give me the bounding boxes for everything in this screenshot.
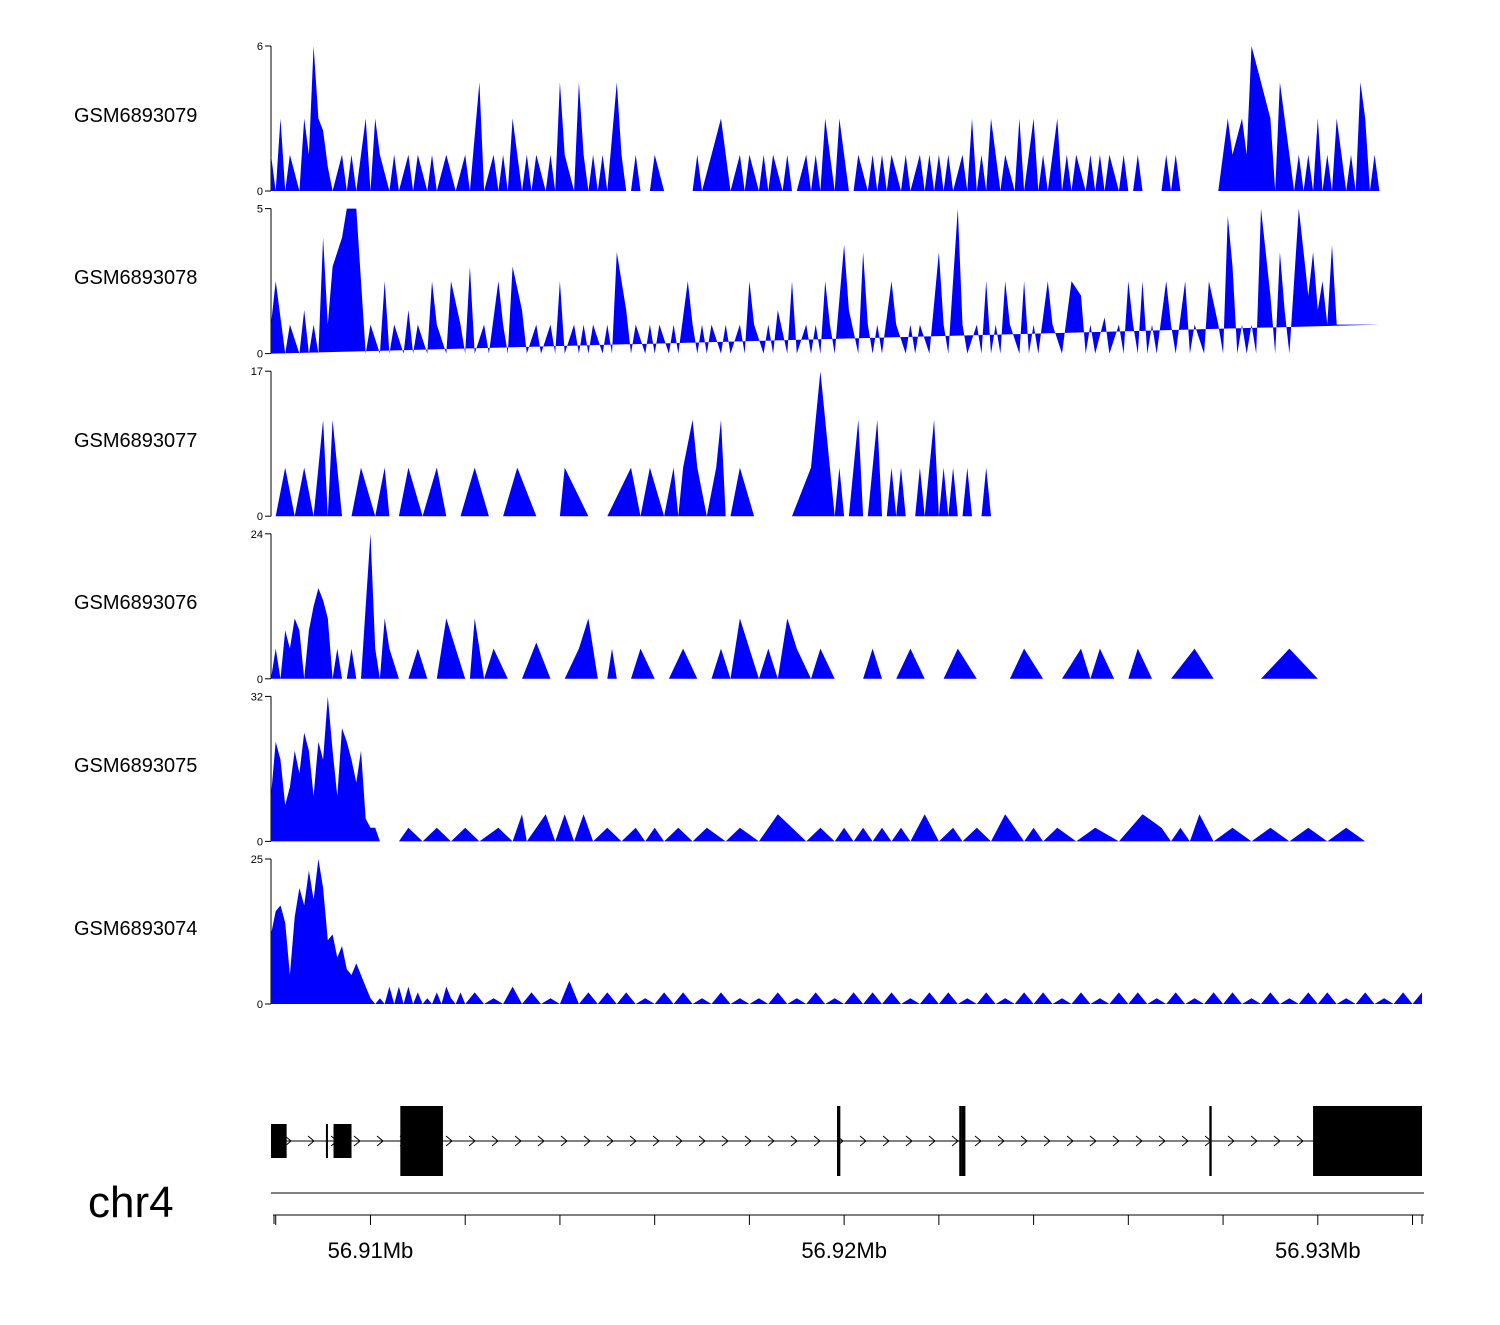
y-axis-max-label: 32 — [251, 691, 263, 703]
coverage-area-gsm6893075 — [271, 696, 1385, 842]
strand-arrow — [1066, 1135, 1074, 1147]
strand-arrow — [675, 1135, 683, 1147]
strand-arrow — [560, 1135, 568, 1147]
gene-exon — [271, 1124, 287, 1158]
y-axis-min-label: 0 — [257, 349, 263, 361]
gene-exon — [1313, 1106, 1422, 1176]
track-label: GSM6893075 — [74, 754, 198, 777]
y-axis-min-label: 0 — [257, 674, 263, 686]
y-axis-min-label: 0 — [257, 186, 263, 198]
strand-arrow — [882, 1135, 890, 1147]
strand-arrow — [376, 1135, 384, 1147]
strand-arrow — [1020, 1135, 1028, 1147]
strand-arrow — [284, 1135, 292, 1147]
strand-arrow — [790, 1135, 798, 1147]
strand-arrow — [307, 1135, 315, 1147]
strand-arrow — [1112, 1135, 1120, 1147]
strand-arrow — [767, 1135, 775, 1147]
y-axis-max-label: 24 — [251, 529, 263, 541]
strand-arrow — [537, 1135, 545, 1147]
strand-arrow — [813, 1135, 821, 1147]
coverage-area-gsm6893076 — [271, 533, 1356, 679]
gene-exon — [959, 1106, 962, 1176]
strand-arrow — [974, 1135, 982, 1147]
strand-arrow — [721, 1135, 729, 1147]
strand-arrow — [905, 1135, 913, 1147]
strand-arrow — [1250, 1135, 1258, 1147]
strand-arrow — [744, 1135, 752, 1147]
strand-arrow — [698, 1135, 706, 1147]
strand-arrow — [583, 1135, 591, 1147]
strand-arrow — [606, 1135, 614, 1147]
strand-arrow — [1273, 1135, 1281, 1147]
strand-arrow — [353, 1135, 361, 1147]
track-label: GSM6893077 — [74, 429, 198, 452]
chromosome-label: chr4 — [88, 1178, 174, 1227]
gene-exon — [1209, 1106, 1212, 1176]
coverage-area-gsm6893074 — [271, 859, 1422, 1004]
strand-arrow — [951, 1135, 959, 1147]
strand-arrow — [514, 1135, 522, 1147]
ruler-tick-label: 56.93Mb — [1275, 1238, 1361, 1263]
gene-exon — [325, 1124, 328, 1158]
y-axis-max-label: 25 — [251, 854, 263, 866]
track-label: GSM6893078 — [74, 267, 198, 290]
coverage-area-gsm6893077 — [275, 371, 1423, 517]
strand-arrow — [859, 1135, 867, 1147]
strand-arrow — [629, 1135, 637, 1147]
strand-arrow — [491, 1135, 499, 1147]
ruler-tick-label: 56.91Mb — [328, 1238, 414, 1263]
gene-exon — [400, 1106, 443, 1176]
coverage-area-gsm6893078 — [271, 208, 1380, 354]
strand-arrow — [997, 1135, 1005, 1147]
y-axis-max-label: 6 — [257, 41, 263, 53]
y-axis-min-label: 0 — [257, 511, 263, 523]
strand-arrow — [1158, 1135, 1166, 1147]
y-axis-min-label: 0 — [257, 999, 263, 1011]
strand-arrow — [928, 1135, 936, 1147]
strand-arrow — [652, 1135, 660, 1147]
strand-arrow — [1227, 1135, 1235, 1147]
gene-exon — [961, 1106, 966, 1176]
strand-arrow — [468, 1135, 476, 1147]
strand-arrow — [1089, 1135, 1097, 1147]
y-axis-min-label: 0 — [257, 836, 263, 848]
strand-arrow — [1043, 1135, 1051, 1147]
track-label: GSM6893079 — [74, 104, 198, 127]
y-axis-max-label: 5 — [257, 204, 263, 216]
y-axis-max-label: 17 — [251, 366, 263, 378]
coverage-area-gsm6893079 — [271, 46, 1399, 191]
strand-arrow — [1296, 1135, 1304, 1147]
gene-exon — [333, 1124, 352, 1158]
ruler-tick-label: 56.92Mb — [801, 1238, 887, 1263]
track-label: GSM6893074 — [74, 917, 198, 940]
strand-arrow — [445, 1135, 453, 1147]
strand-arrow — [1135, 1135, 1143, 1147]
strand-arrow — [1181, 1135, 1189, 1147]
track-label: GSM6893076 — [74, 592, 198, 615]
gene-exon — [837, 1106, 841, 1176]
